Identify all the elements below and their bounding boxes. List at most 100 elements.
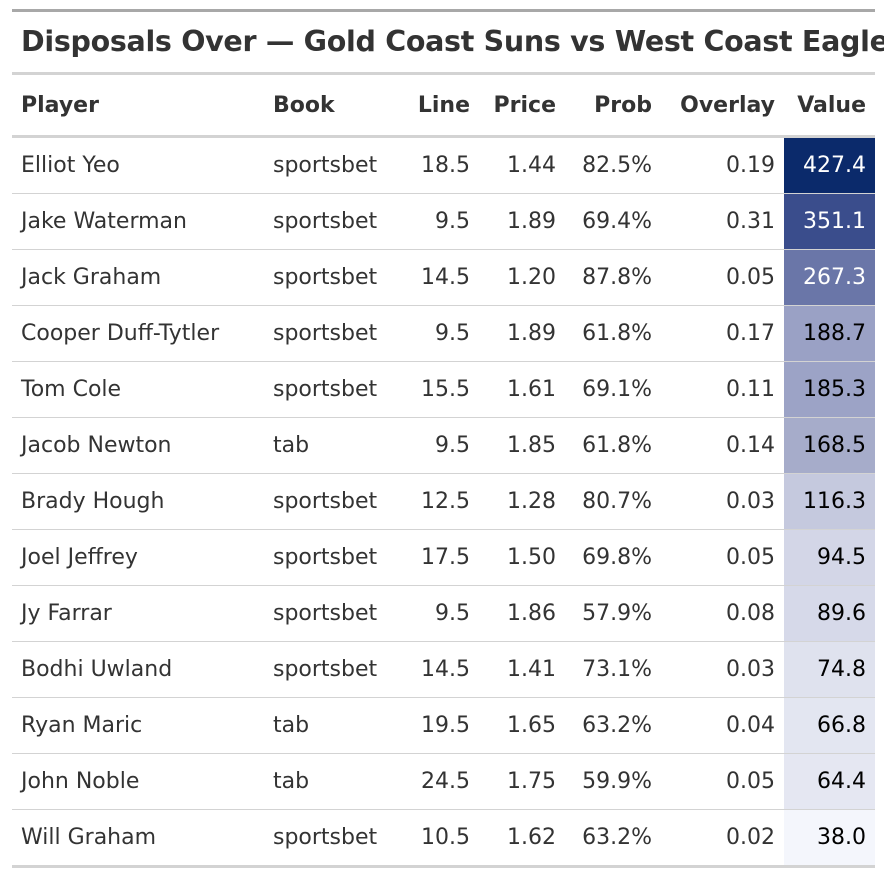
cell-overlay: 0.02 — [661, 809, 784, 868]
header-row: Player Book Line Price Prob Overlay Valu… — [12, 75, 875, 138]
cell-line: 18.5 — [407, 136, 479, 194]
cell-prob: 80.7% — [565, 473, 661, 530]
table-row: Jy Farrar sportsbet 9.5 1.86 57.9% 0.08 89.6 — [12, 585, 875, 642]
cell-prob: 63.2% — [565, 697, 661, 754]
cell-price: 1.89 — [479, 193, 565, 250]
column-header-player: Player — [12, 75, 264, 138]
table-row: Ryan Maric tab 19.5 1.65 63.2% 0.04 66.8 — [12, 697, 875, 754]
cell-price: 1.89 — [479, 305, 565, 362]
cell-prob: 69.8% — [565, 529, 661, 586]
cell-price: 1.50 — [479, 529, 565, 586]
cell-price: 1.75 — [479, 753, 565, 810]
cell-book: sportsbet — [264, 193, 407, 250]
cell-overlay: 0.05 — [661, 249, 784, 306]
cell-price: 1.20 — [479, 249, 565, 306]
table-row: Jake Waterman sportsbet 9.5 1.89 69.4% 0.31 35… — [12, 193, 875, 250]
cell-player: Jy Farrar — [12, 585, 264, 642]
cell-price: 1.44 — [479, 136, 565, 194]
cell-line: 14.5 — [407, 249, 479, 306]
cell-value: 185.3 — [784, 361, 875, 418]
cell-value: 427.4 — [784, 136, 875, 194]
cell-line: 10.5 — [407, 809, 479, 868]
cell-line: 9.5 — [407, 585, 479, 642]
cell-overlay: 0.11 — [661, 361, 784, 418]
cell-overlay: 0.14 — [661, 417, 784, 474]
column-header-value: Value — [784, 75, 875, 138]
cell-book: sportsbet — [264, 249, 407, 306]
cell-book: sportsbet — [264, 361, 407, 418]
cell-prob: 63.2% — [565, 809, 661, 868]
cell-prob: 69.1% — [565, 361, 661, 418]
cell-prob: 61.8% — [565, 417, 661, 474]
cell-line: 14.5 — [407, 641, 479, 698]
cell-player: Brady Hough — [12, 473, 264, 530]
cell-book: tab — [264, 753, 407, 810]
table-row: Cooper Duff-Tytler sportsbet 9.5 1.89 61.8% 0… — [12, 305, 875, 362]
cell-value: 94.5 — [784, 529, 875, 586]
cell-player: Jake Waterman — [12, 193, 264, 250]
column-header-overlay: Overlay — [661, 75, 784, 138]
table-row: Will Graham sportsbet 10.5 1.62 63.2% 0.02 38.… — [12, 809, 875, 868]
table-row: Jack Graham sportsbet 14.5 1.20 87.8% 0.05 267… — [12, 249, 875, 306]
top-rule — [12, 9, 875, 12]
cell-book: sportsbet — [264, 473, 407, 530]
cell-player: Jack Graham — [12, 249, 264, 306]
cell-price: 1.62 — [479, 809, 565, 868]
cell-player: John Noble — [12, 753, 264, 810]
cell-line: 12.5 — [407, 473, 479, 530]
cell-line: 15.5 — [407, 361, 479, 418]
cell-line: 9.5 — [407, 305, 479, 362]
cell-overlay: 0.05 — [661, 529, 784, 586]
table-title: Disposals Over — Gold Coast Suns vs West… — [21, 25, 884, 58]
cell-overlay: 0.03 — [661, 473, 784, 530]
cell-value: 89.6 — [784, 585, 875, 642]
table-body: Elliot Yeo sportsbet 18.5 1.44 82.5% 0.19 427.… — [12, 136, 875, 868]
cell-book: tab — [264, 417, 407, 474]
cell-value: 188.7 — [784, 305, 875, 362]
cell-value: 64.4 — [784, 753, 875, 810]
cell-value: 168.5 — [784, 417, 875, 474]
cell-player: Ryan Maric — [12, 697, 264, 754]
cell-prob: 57.9% — [565, 585, 661, 642]
cell-book: sportsbet — [264, 305, 407, 362]
cell-book: sportsbet — [264, 641, 407, 698]
table-row: Tom Cole sportsbet 15.5 1.61 69.1% 0.11 185.3 — [12, 361, 875, 418]
table-row: Bodhi Uwland sportsbet 14.5 1.41 73.1% 0.03 74… — [12, 641, 875, 698]
column-header-prob: Prob — [565, 75, 661, 138]
cell-book: sportsbet — [264, 585, 407, 642]
cell-prob: 87.8% — [565, 249, 661, 306]
cell-player: Bodhi Uwland — [12, 641, 264, 698]
cell-player: Cooper Duff-Tytler — [12, 305, 264, 362]
cell-overlay: 0.19 — [661, 136, 784, 194]
cell-overlay: 0.03 — [661, 641, 784, 698]
cell-line: 24.5 — [407, 753, 479, 810]
cell-value: 351.1 — [784, 193, 875, 250]
disposals-table: Player Book Line Price Prob Overlay Valu… — [12, 75, 875, 868]
cell-player: Joel Jeffrey — [12, 529, 264, 586]
cell-overlay: 0.08 — [661, 585, 784, 642]
column-header-price: Price — [479, 75, 565, 138]
cell-book: sportsbet — [264, 809, 407, 868]
table-row: Elliot Yeo sportsbet 18.5 1.44 82.5% 0.19 427.… — [12, 136, 875, 194]
cell-line: 17.5 — [407, 529, 479, 586]
column-header-line: Line — [407, 75, 479, 138]
cell-line: 9.5 — [407, 193, 479, 250]
cell-price: 1.85 — [479, 417, 565, 474]
cell-prob: 59.9% — [565, 753, 661, 810]
table-row: Brady Hough sportsbet 12.5 1.28 80.7% 0.03 116… — [12, 473, 875, 530]
cell-prob: 73.1% — [565, 641, 661, 698]
cell-value: 66.8 — [784, 697, 875, 754]
cell-value: 116.3 — [784, 473, 875, 530]
cell-book: tab — [264, 697, 407, 754]
cell-prob: 82.5% — [565, 136, 661, 194]
cell-value: 38.0 — [784, 809, 875, 868]
cell-prob: 61.8% — [565, 305, 661, 362]
cell-player: Tom Cole — [12, 361, 264, 418]
table-row: Joel Jeffrey sportsbet 17.5 1.50 69.8% 0.05 94… — [12, 529, 875, 586]
cell-player: Elliot Yeo — [12, 136, 264, 194]
cell-player: Will Graham — [12, 809, 264, 868]
cell-price: 1.28 — [479, 473, 565, 530]
column-header-book: Book — [264, 75, 407, 138]
cell-line: 9.5 — [407, 417, 479, 474]
cell-player: Jacob Newton — [12, 417, 264, 474]
